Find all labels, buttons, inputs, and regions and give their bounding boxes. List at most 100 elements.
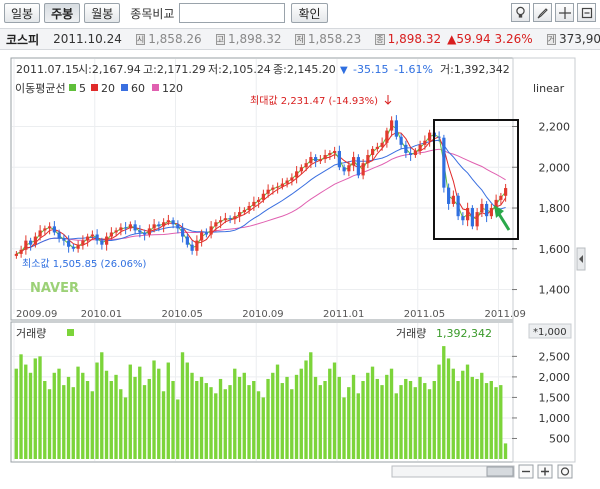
- symbol-name: 코스피: [6, 32, 40, 47]
- volume-bar: [209, 387, 213, 459]
- volume-multiplier-box: [528, 323, 572, 339]
- volume-bar: [404, 378, 408, 459]
- candle-body: [143, 232, 147, 235]
- confirm-button[interactable]: 확인: [291, 3, 328, 23]
- volume-last-value: 1,392,342: [436, 327, 492, 340]
- volume-bar: [275, 364, 280, 459]
- volume-bar: [480, 372, 484, 459]
- volume-bar: [432, 381, 436, 459]
- volume-bar: [299, 368, 303, 459]
- volume-bar: [33, 358, 37, 459]
- volume-bar: [470, 376, 474, 459]
- green-arrow-icon: [497, 213, 511, 231]
- volume-bar: [290, 389, 294, 459]
- candle-body: [209, 226, 213, 235]
- tab-weekly[interactable]: 주봉: [44, 3, 81, 23]
- scrollbar-thumb[interactable]: [486, 466, 514, 477]
- volume-bar: [385, 374, 389, 459]
- volume-bar: [14, 368, 18, 459]
- crosshair-icon[interactable]: [555, 3, 574, 22]
- compare-input[interactable]: [179, 3, 286, 23]
- candle-body: [195, 240, 199, 251]
- candle-body: [442, 137, 446, 188]
- tab-monthly[interactable]: 월봉: [84, 3, 121, 23]
- volume-bar: [119, 389, 123, 459]
- cursor-open: 시:2,167.94: [78, 63, 141, 76]
- volume-bar: [95, 362, 99, 459]
- volume-tick-label: 2,500: [539, 350, 571, 363]
- axis-frame: [512, 57, 576, 463]
- candle-body: [309, 157, 313, 164]
- price-chart[interactable]: 1,400 1,600 1,800 2,000 2,200 2009.09 2010.01 2…: [0, 52, 600, 489]
- volume-bar: [252, 381, 256, 459]
- naver-watermark: NAVER: [30, 281, 79, 296]
- quote-bar: 코스피 2011.10.24 시 1,858.26 고 1,898.32 저 1…: [0, 28, 600, 50]
- low-marker: 저: [295, 33, 305, 45]
- settings-icon[interactable]: [577, 3, 596, 22]
- candle-body: [138, 230, 142, 233]
- scale-label[interactable]: linear: [533, 82, 565, 95]
- volume-bar: [446, 358, 451, 459]
- change-value: ▲59.94 3.26%: [447, 32, 533, 46]
- candle-body: [499, 195, 503, 200]
- volume-bar: [366, 372, 370, 459]
- volume-bar: [332, 362, 337, 459]
- ma120-label: 120: [162, 82, 183, 95]
- volume-tick-label: 1,500: [539, 391, 571, 404]
- volume-bar: [361, 381, 365, 459]
- draw-icon[interactable]: [533, 3, 552, 22]
- open-marker: 시: [135, 33, 146, 45]
- volume-bar: [214, 393, 218, 459]
- volume-bar: [157, 368, 161, 459]
- candle-body: [437, 136, 441, 138]
- candle-body: [371, 148, 375, 156]
- volume-last-label: 거래량: [396, 327, 426, 340]
- volume-bar: [152, 360, 156, 459]
- candle-body: [399, 136, 403, 145]
- volume-bar: [337, 376, 341, 459]
- collapse-arrow-icon[interactable]: [579, 255, 583, 263]
- price-tick-label: 1,800: [539, 202, 571, 215]
- candle-body: [67, 240, 71, 247]
- volume-bar: [342, 397, 346, 459]
- volume-bar: [57, 368, 61, 459]
- candle-body: [100, 240, 104, 245]
- candle-body: [257, 199, 261, 202]
- bulb-icon[interactable]: [511, 3, 530, 22]
- high-marker: 고: [215, 33, 226, 45]
- ma5-label: 5: [79, 82, 86, 95]
- volume-bar: [484, 383, 489, 459]
- candle-body: [323, 155, 327, 160]
- volume-bar: [427, 389, 432, 459]
- volume-bar: [233, 368, 237, 459]
- volume-bar: [499, 385, 503, 459]
- volume-bar: [309, 352, 313, 459]
- tab-daily[interactable]: 일봉: [4, 3, 41, 23]
- tool-icons: [508, 3, 596, 22]
- candle-body: [185, 236, 189, 245]
- volume-bar: [161, 391, 166, 459]
- candle-body: [109, 232, 113, 237]
- volume-bar: [85, 381, 90, 459]
- candle-body: [494, 199, 498, 209]
- volume-bar: [114, 374, 118, 459]
- ma20-label: 20: [101, 82, 115, 95]
- candle-body: [333, 150, 337, 153]
- cursor-high: 고:2,171.29: [143, 63, 206, 76]
- volume-bar: [28, 372, 33, 459]
- candle-body: [347, 165, 351, 172]
- toolbar: 일봉 주봉 월봉 종목비교 확인: [0, 0, 600, 26]
- volume-bar: [456, 381, 460, 459]
- candle-body: [489, 208, 493, 217]
- volume-bar: [128, 364, 132, 459]
- volume-bar: [408, 381, 413, 459]
- cursor-low: 저:2,105.24: [208, 63, 271, 76]
- reset-button[interactable]: [557, 464, 573, 479]
- candle-body: [394, 120, 398, 137]
- scrollbar-track[interactable]: [391, 465, 515, 478]
- volume-bar: [166, 362, 170, 459]
- candle-body: [337, 150, 341, 168]
- volume-bar: [356, 393, 360, 459]
- volume-bar: [271, 372, 275, 459]
- volume-bar: [228, 385, 232, 459]
